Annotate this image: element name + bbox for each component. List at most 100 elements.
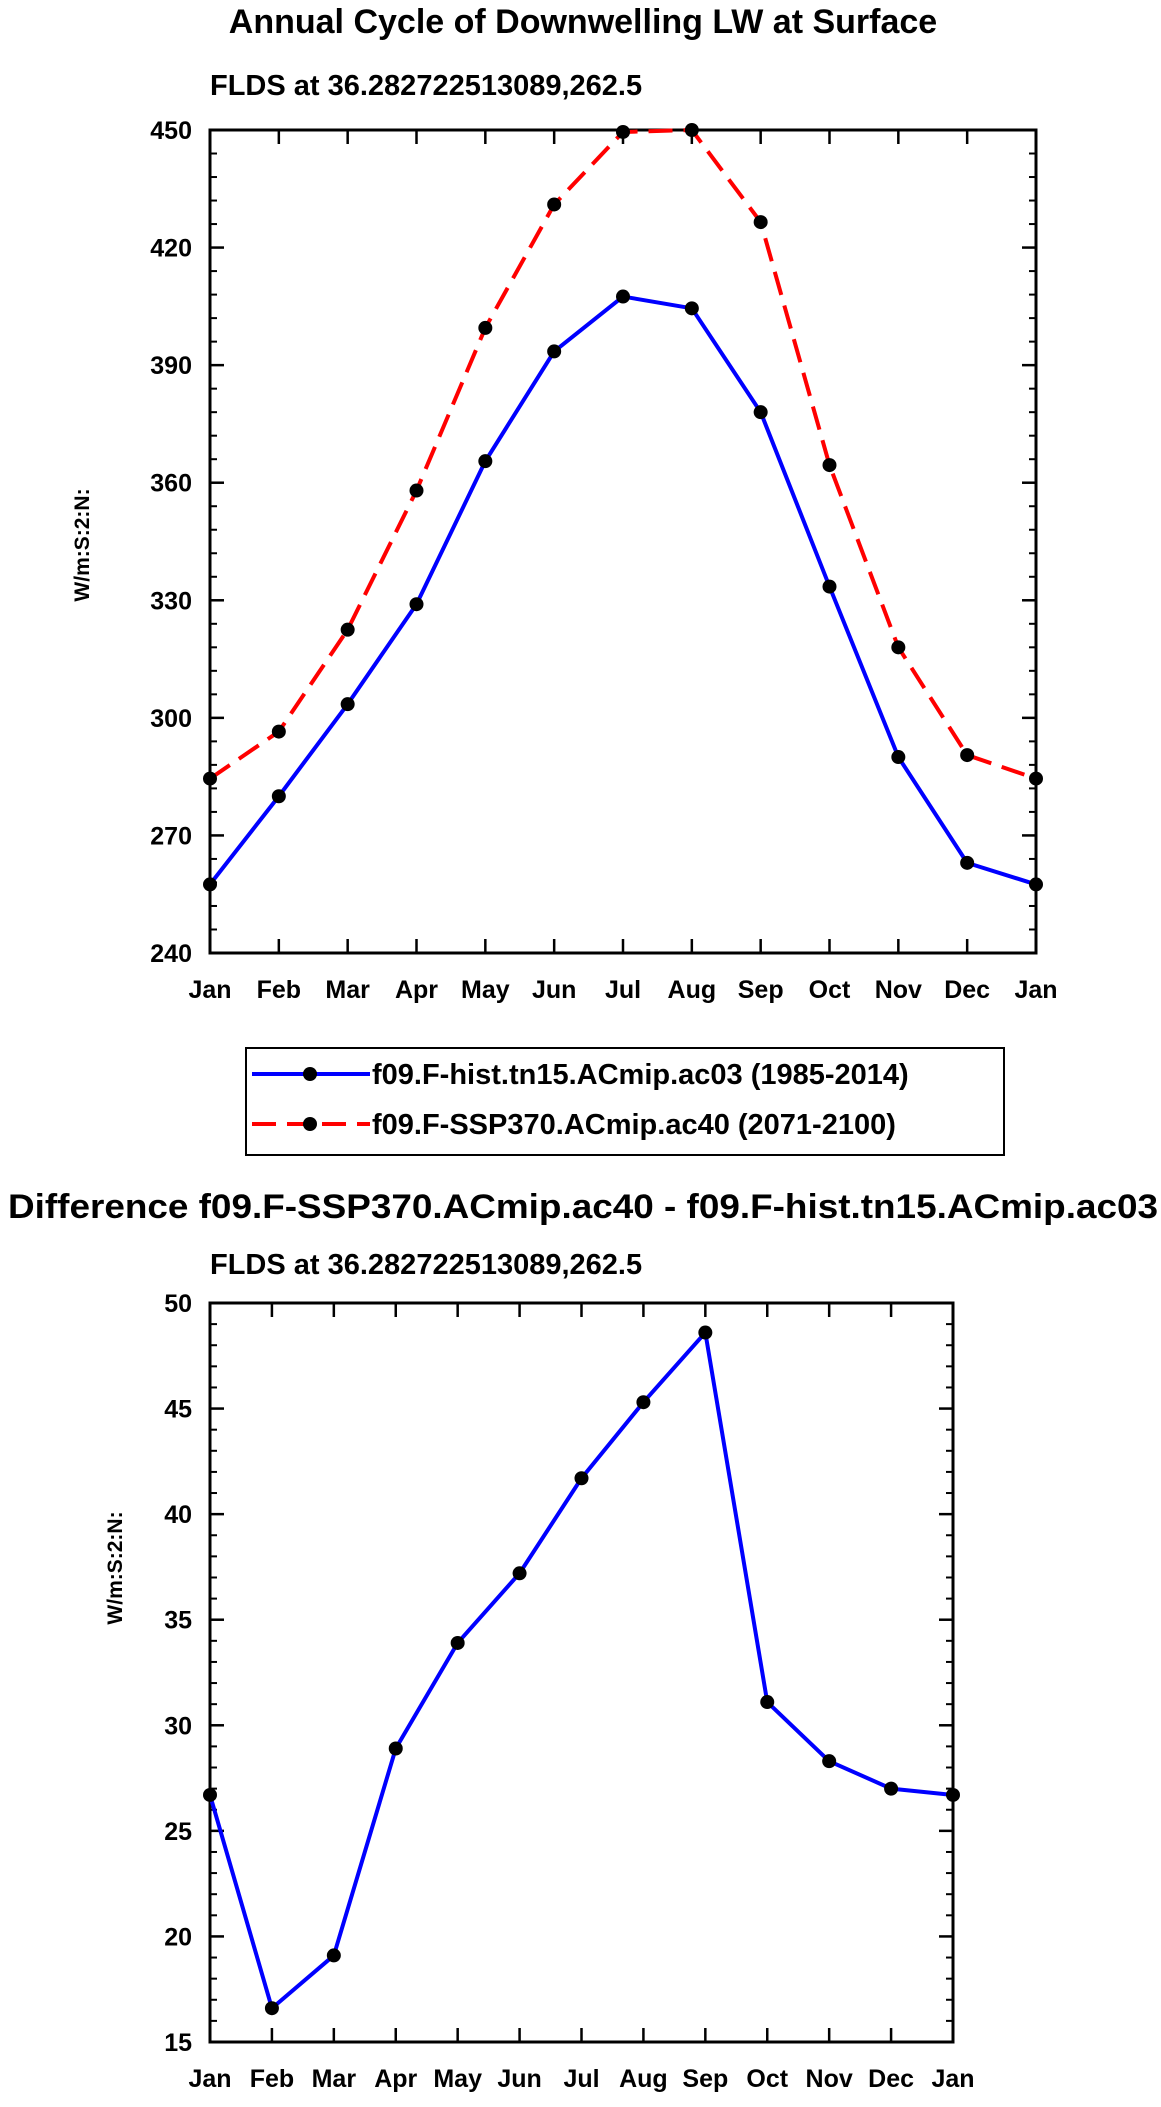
panel-1-y-tick-label: 450 — [150, 117, 192, 145]
panel-2-y-tick-label: 15 — [164, 2029, 192, 2057]
panel-2-plot-frame — [208, 1301, 955, 2044]
panel-2-series-0-point — [450, 1635, 465, 1650]
panel-2-series-0-point — [822, 1754, 837, 1769]
panel-2-y-tick-label: 30 — [164, 1712, 192, 1740]
panel-1-series-0-point — [547, 344, 562, 359]
panel-1-x-tick-label: Aug — [668, 976, 717, 1004]
panel-1-x-tick-label: Oct — [809, 976, 851, 1004]
panel-2-y-tick-label: 50 — [164, 1290, 192, 1318]
panel-1-x-tick-label: Jan — [188, 976, 231, 1004]
legend-entry-ssp370: f09.F-SSP370.ACmip.ac40 (2071-2100) — [252, 1109, 896, 1141]
panel-2-series-0-point — [884, 1781, 899, 1796]
panel-1-series-0-point — [409, 597, 424, 612]
panel-2-x-tick-label: Jun — [497, 2065, 541, 2093]
panel-1-x-tick-label: Feb — [257, 976, 301, 1004]
panel-2-x-tick-label: May — [433, 2065, 482, 2093]
panel-1-x-tick-label: Nov — [875, 976, 922, 1004]
panel-2-y-axis-label: W/m:S:2:N: — [104, 1511, 127, 1624]
panel-1-series-1-point — [960, 748, 975, 763]
panel-1-series-1-point — [684, 123, 699, 137]
legend-box — [245, 1047, 1005, 1156]
panel-2-x-tick-label: Feb — [250, 2065, 294, 2093]
panel-1-x-tick-label: Jun — [532, 976, 576, 1004]
legend-entry-hist: f09.F-hist.tn15.ACmip.ac03 (1985-2014) — [252, 1059, 909, 1091]
panel-1: Annual Cycle of Downwelling LW at Surfac… — [71, 3, 1058, 1156]
panel-1-series-0-point — [340, 697, 355, 712]
panel-2-series-0-point — [574, 1471, 589, 1486]
panel-1-y-tick-label: 330 — [150, 587, 192, 615]
panel-1-x-tick-label: Sep — [738, 976, 784, 1004]
panel-1-y-tick-label: 360 — [150, 470, 192, 498]
panel-1-data — [203, 123, 1043, 892]
panel-2-y-tick-label: 35 — [164, 1607, 192, 1635]
panel-1-series-0-point — [478, 454, 493, 469]
panel-1-x-tick-label: May — [461, 976, 510, 1004]
panel-2-series-0-point — [946, 1787, 960, 1802]
panel-2-axes: Jan Feb Mar Apr May Jun Jul Aug Sep Oct Nov Dec Jan 1… — [164, 1290, 974, 2093]
panel-1-x-tick-label: Dec — [944, 976, 990, 1004]
panel-2-x-tick-label: Jul — [563, 2065, 599, 2093]
panel-2-series-0-point — [636, 1395, 651, 1410]
panel-1-x-tick-label: Apr — [395, 976, 438, 1004]
panel-1-series-0-point — [822, 579, 837, 594]
panel-1-series-0-point — [684, 301, 699, 316]
panel-1-x-tick-label: Mar — [325, 976, 370, 1004]
panel-2-y-tick-label: 25 — [164, 1818, 192, 1846]
panel-1-axes: Jan Feb Mar Apr May Jun Jul Aug Sep Oct Nov Dec Jan 2… — [150, 117, 1057, 1004]
panel-1-series-0-point — [960, 855, 975, 870]
panel-2-subtitle: FLDS at 36.282722513089,262.5 — [210, 1249, 642, 1281]
panel-1-series-1-point — [753, 215, 768, 230]
panel-1-x-tick-label: Jul — [605, 976, 641, 1004]
panel-1-series-0-point — [271, 789, 286, 804]
panel-2-y-tick-label: 20 — [164, 1923, 192, 1951]
panel-1-series-1-point — [203, 771, 217, 786]
panel-2-y-tick-label: 45 — [164, 1396, 192, 1424]
panel-1-series-1-point — [478, 320, 493, 335]
panel-2-series-0-point — [388, 1741, 403, 1756]
legend-swatch-marker-ssp370 — [303, 1117, 317, 1131]
panel-2-series-0-point — [264, 2001, 279, 2016]
panel-1-plot-frame — [208, 128, 1038, 955]
panel-1-series-0-point — [203, 877, 217, 892]
panel-1-y-tick-label: 390 — [150, 352, 192, 380]
panel-2-series-0-point — [698, 1325, 713, 1340]
panel-2-series-0-point — [326, 1948, 341, 1963]
panel-2-x-tick-label: Aug — [619, 2065, 668, 2093]
panel-2-x-tick-label: Mar — [312, 2065, 357, 2093]
panel-1-y-axis-label: W/m:S:2:N: — [71, 488, 94, 601]
panel-2-x-tick-label: Dec — [868, 2065, 914, 2093]
panel-2-series-0-point — [512, 1566, 527, 1581]
legend-swatch-marker-hist — [303, 1067, 317, 1081]
panel-1-subtitle: FLDS at 36.282722513089,262.5 — [210, 70, 642, 102]
panel-1-series-1-point — [271, 724, 286, 739]
panel-1-series-1-point — [409, 483, 424, 498]
panel-1-y-tick-label: 420 — [150, 235, 192, 263]
panel-1-y-tick-label: 300 — [150, 705, 192, 733]
panel-2-x-tick-label: Apr — [374, 2065, 417, 2093]
panel-1-series-1-point — [616, 124, 630, 139]
panel-1-series-0-point — [891, 750, 906, 765]
panel-2-x-tick-label: Sep — [682, 2065, 728, 2093]
panel-2-series-0-point — [760, 1695, 775, 1710]
panel-1-series-0-point — [753, 405, 768, 420]
legend-label-ssp370: f09.F-SSP370.ACmip.ac40 (2071-2100) — [372, 1109, 896, 1141]
panel-1-y-tick-label: 270 — [150, 822, 192, 850]
panel-2-x-tick-label: Jan — [931, 2065, 974, 2093]
panel-1-series-line-1 — [208, 128, 1037, 781]
panel-1-series-1-point — [1029, 771, 1043, 786]
panel-1-series-1-point — [891, 640, 906, 655]
panel-1-series-1-point — [547, 197, 562, 212]
panel-1-title: Annual Cycle of Downwelling LW at Surfac… — [229, 3, 937, 41]
panel-1-series-1-point — [822, 458, 837, 473]
panel-1-series-line-0 — [208, 294, 1037, 887]
panel-2-x-tick-label: Oct — [746, 2065, 788, 2093]
panel-2-series-0-point — [203, 1787, 217, 1802]
panel-2-x-tick-label: Jan — [188, 2065, 231, 2093]
legend-label-hist: f09.F-hist.tn15.ACmip.ac03 (1985-2014) — [372, 1059, 909, 1091]
panel-1-series-0-point — [616, 289, 630, 304]
panel-2-x-tick-label: Nov — [806, 2065, 853, 2093]
panel-2-series-line-0 — [208, 1330, 954, 2011]
panel-1-x-tick-label: Jan — [1014, 976, 1057, 1004]
panel-1-series-1-point — [340, 622, 355, 637]
